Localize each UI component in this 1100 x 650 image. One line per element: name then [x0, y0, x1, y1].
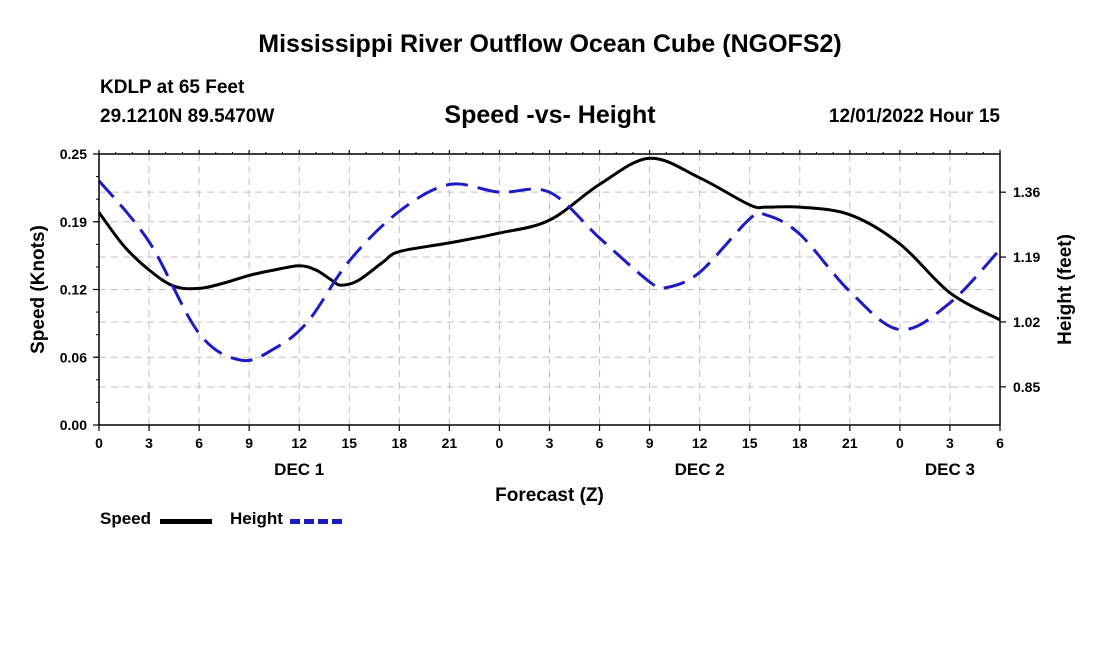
- axis-labels: 0 3 6 9 12 15 18 21 0 3 6 9 12 15 18 21 0 3 6 DEC 1 DEC 2 DEC…: [28, 146, 1076, 506]
- y-right-axis-title: Height (feet): [1055, 234, 1076, 345]
- y-right-tick-label: 0.85: [1013, 379, 1040, 395]
- y-right-tick-label: 1.36: [1013, 184, 1040, 200]
- y-left-tick-label: 0.19: [60, 214, 87, 230]
- x-tick-label: 0: [496, 435, 504, 451]
- station-coordinates: 29.1210N 89.5470W: [100, 106, 275, 127]
- speed-series-line: [97, 156, 1001, 322]
- x-tick-label: 0: [896, 435, 904, 451]
- chart-title: Mississippi River Outflow Ocean Cube (NG…: [258, 30, 842, 58]
- y-left-axis-title: Speed (Knots): [28, 225, 49, 354]
- forecast-datetime: 12/01/2022 Hour 15: [828, 106, 1000, 127]
- date-label: DEC 2: [675, 460, 725, 479]
- station-label: KDLP at 65 Feet: [100, 77, 245, 98]
- x-tick-label: 9: [245, 435, 253, 451]
- x-axis-title: Forecast (Z): [495, 485, 604, 506]
- x-tick-label: 21: [442, 435, 458, 451]
- x-tick-label: 12: [692, 435, 708, 451]
- date-label: DEC 3: [925, 460, 975, 479]
- y-left-tick-label: 0.06: [60, 349, 87, 365]
- x-tick-label: 6: [195, 435, 203, 451]
- y-right-tick-label: 1.19: [1013, 249, 1040, 265]
- x-tick-label: 3: [145, 435, 153, 451]
- y-left-tick-label: 0.25: [60, 146, 87, 162]
- x-tick-label: 0: [95, 435, 103, 451]
- legend-speed-label: Speed: [100, 509, 152, 528]
- x-tick-label: 6: [596, 435, 604, 451]
- x-tick-label: 6: [996, 435, 1004, 451]
- x-tick-label: 3: [946, 435, 954, 451]
- y-left-tick-label: 0.12: [60, 282, 87, 298]
- height-series-line: [97, 179, 1002, 363]
- x-tick-label: 18: [792, 435, 808, 451]
- x-tick-label: 15: [341, 435, 357, 451]
- legend-speed-swatch: [160, 519, 212, 524]
- grid-lines: [99, 154, 1000, 425]
- x-tick-label: 21: [842, 435, 858, 451]
- x-tick-label: 18: [392, 435, 408, 451]
- y-right-tick-label: 1.02: [1013, 314, 1040, 330]
- legend-height-swatch: [290, 519, 342, 524]
- date-label: DEC 1: [274, 460, 324, 479]
- x-tick-label: 9: [646, 435, 654, 451]
- axis-ticks: [93, 150, 1006, 431]
- y-left-tick-label: 0.00: [60, 417, 87, 433]
- x-tick-label: 12: [291, 435, 307, 451]
- legend-height-label: Height: [230, 509, 283, 528]
- chart-subtitle: Speed -vs- Height: [444, 101, 656, 129]
- x-tick-label: 3: [546, 435, 554, 451]
- x-tick-label: 15: [742, 435, 758, 451]
- series-lines: [97, 156, 1002, 363]
